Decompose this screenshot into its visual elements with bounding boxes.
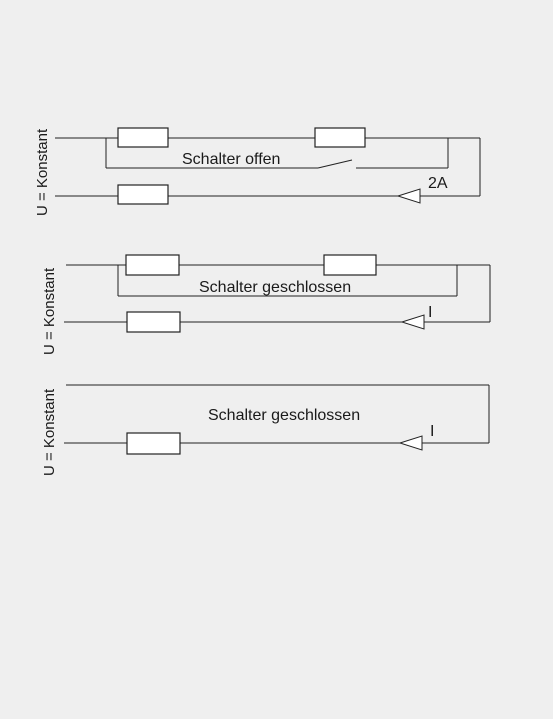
switch-label-2: Schalter geschlossen bbox=[199, 279, 351, 296]
current-arrow-2 bbox=[400, 314, 425, 330]
resistor-1-b bbox=[314, 127, 366, 148]
resistor-1-c bbox=[117, 184, 169, 205]
switch-label-1: Schalter offen bbox=[182, 151, 280, 168]
resistor-2-c bbox=[126, 311, 181, 333]
current-label-1: 2A bbox=[428, 175, 448, 192]
switch-label-3: Schalter geschlossen bbox=[208, 407, 360, 424]
circuit-3: Schalter geschlossen I U = Konstant bbox=[41, 384, 490, 476]
current-label-3: I bbox=[430, 423, 434, 440]
current-label-2: I bbox=[428, 304, 432, 321]
voltage-label-3: U = Konstant bbox=[41, 388, 58, 476]
switch-open-blade bbox=[317, 159, 353, 169]
resistor-3-a bbox=[126, 432, 181, 455]
current-arrow-1 bbox=[396, 188, 421, 204]
resistor-1-a bbox=[117, 127, 169, 148]
resistor-2-a bbox=[125, 254, 180, 276]
voltage-label-2: U = Konstant bbox=[41, 267, 58, 355]
voltage-label-1: U = Konstant bbox=[34, 128, 51, 216]
circuit-2: Schalter geschlossen I U = Konstant bbox=[41, 254, 491, 355]
circuit-1: Schalter offen 2A U = Konstant bbox=[34, 127, 481, 216]
current-arrow-3 bbox=[398, 435, 423, 451]
resistor-2-b bbox=[323, 254, 377, 276]
